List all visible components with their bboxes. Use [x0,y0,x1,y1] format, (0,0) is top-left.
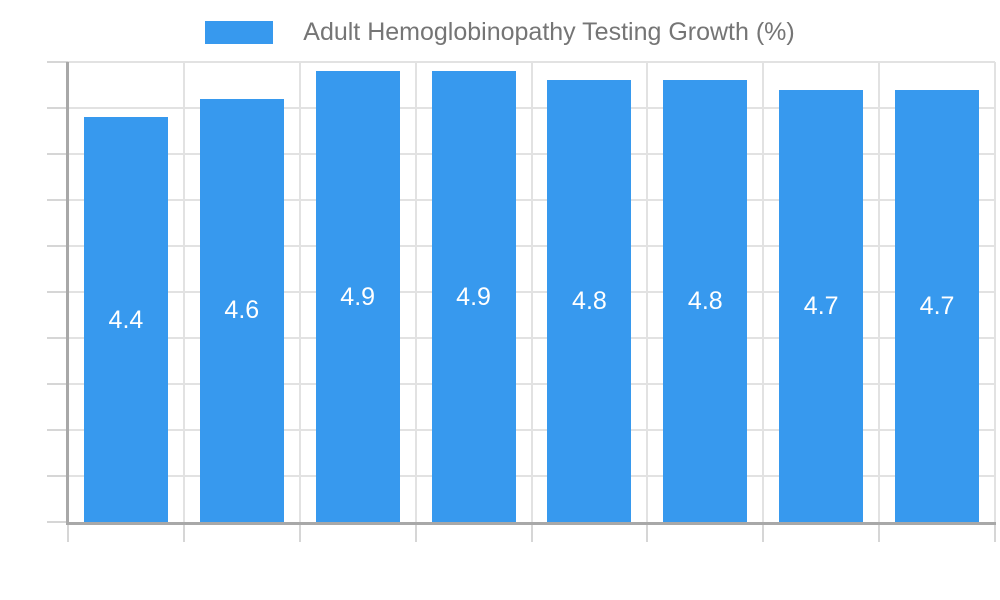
bar: 4.7 [895,89,980,522]
bar-value-label: 4.9 [340,282,376,311]
y-tick-mark [47,475,68,477]
x-tick-mark [182,522,185,542]
y-tick-mark [47,199,68,201]
bar: 4.8 [663,80,748,522]
bar-value-label: 4.9 [456,282,491,311]
y-tick-mark [47,291,68,293]
y-tick-mark [47,383,68,385]
x-tick-mark [298,522,301,542]
x-tick-mark [530,522,533,542]
legend-swatch [205,20,274,44]
legend: Adult Hemoglobinopathy Testing Growth (%… [0,14,1000,50]
x-tick-mark [646,522,649,542]
bar: 4.6 [199,98,284,522]
x-tick-mark [762,522,765,542]
x-gridline [414,62,417,522]
bar: 4.4 [83,117,168,522]
bar-value-label: 4.7 [803,291,839,320]
x-gridline [182,62,185,522]
bar-value-label: 4.6 [224,296,260,325]
x-tick-mark [414,522,417,542]
y-tick-mark [47,429,68,431]
x-gridline [298,62,301,522]
legend-label: Adult Hemoglobinopathy Testing Growth (%… [303,17,795,46]
y-tick-mark [47,153,68,155]
y-tick-mark [47,521,68,523]
x-gridline [646,62,649,522]
bar-value-label: 4.4 [108,305,144,334]
bar-value-label: 4.7 [919,291,955,320]
y-axis-line [66,62,69,522]
x-gridline [878,62,881,522]
bar: 4.9 [315,71,400,522]
x-gridline [762,62,765,522]
y-tick-mark [47,245,68,247]
bar: 4.8 [547,80,632,522]
bar-value-label: 4.8 [687,287,723,316]
x-tick-mark [878,522,881,542]
bar: 4.7 [779,89,864,522]
y-tick-mark [47,107,68,109]
y-tick-mark [47,337,68,339]
x-gridline [530,62,533,522]
y-tick-mark [47,61,68,63]
x-tick-mark [67,522,69,542]
x-gridline [994,62,996,522]
bar-value-label: 4.8 [572,287,607,316]
bar: 4.9 [431,71,516,522]
x-tick-mark [994,522,996,542]
x-axis-line [66,522,996,525]
